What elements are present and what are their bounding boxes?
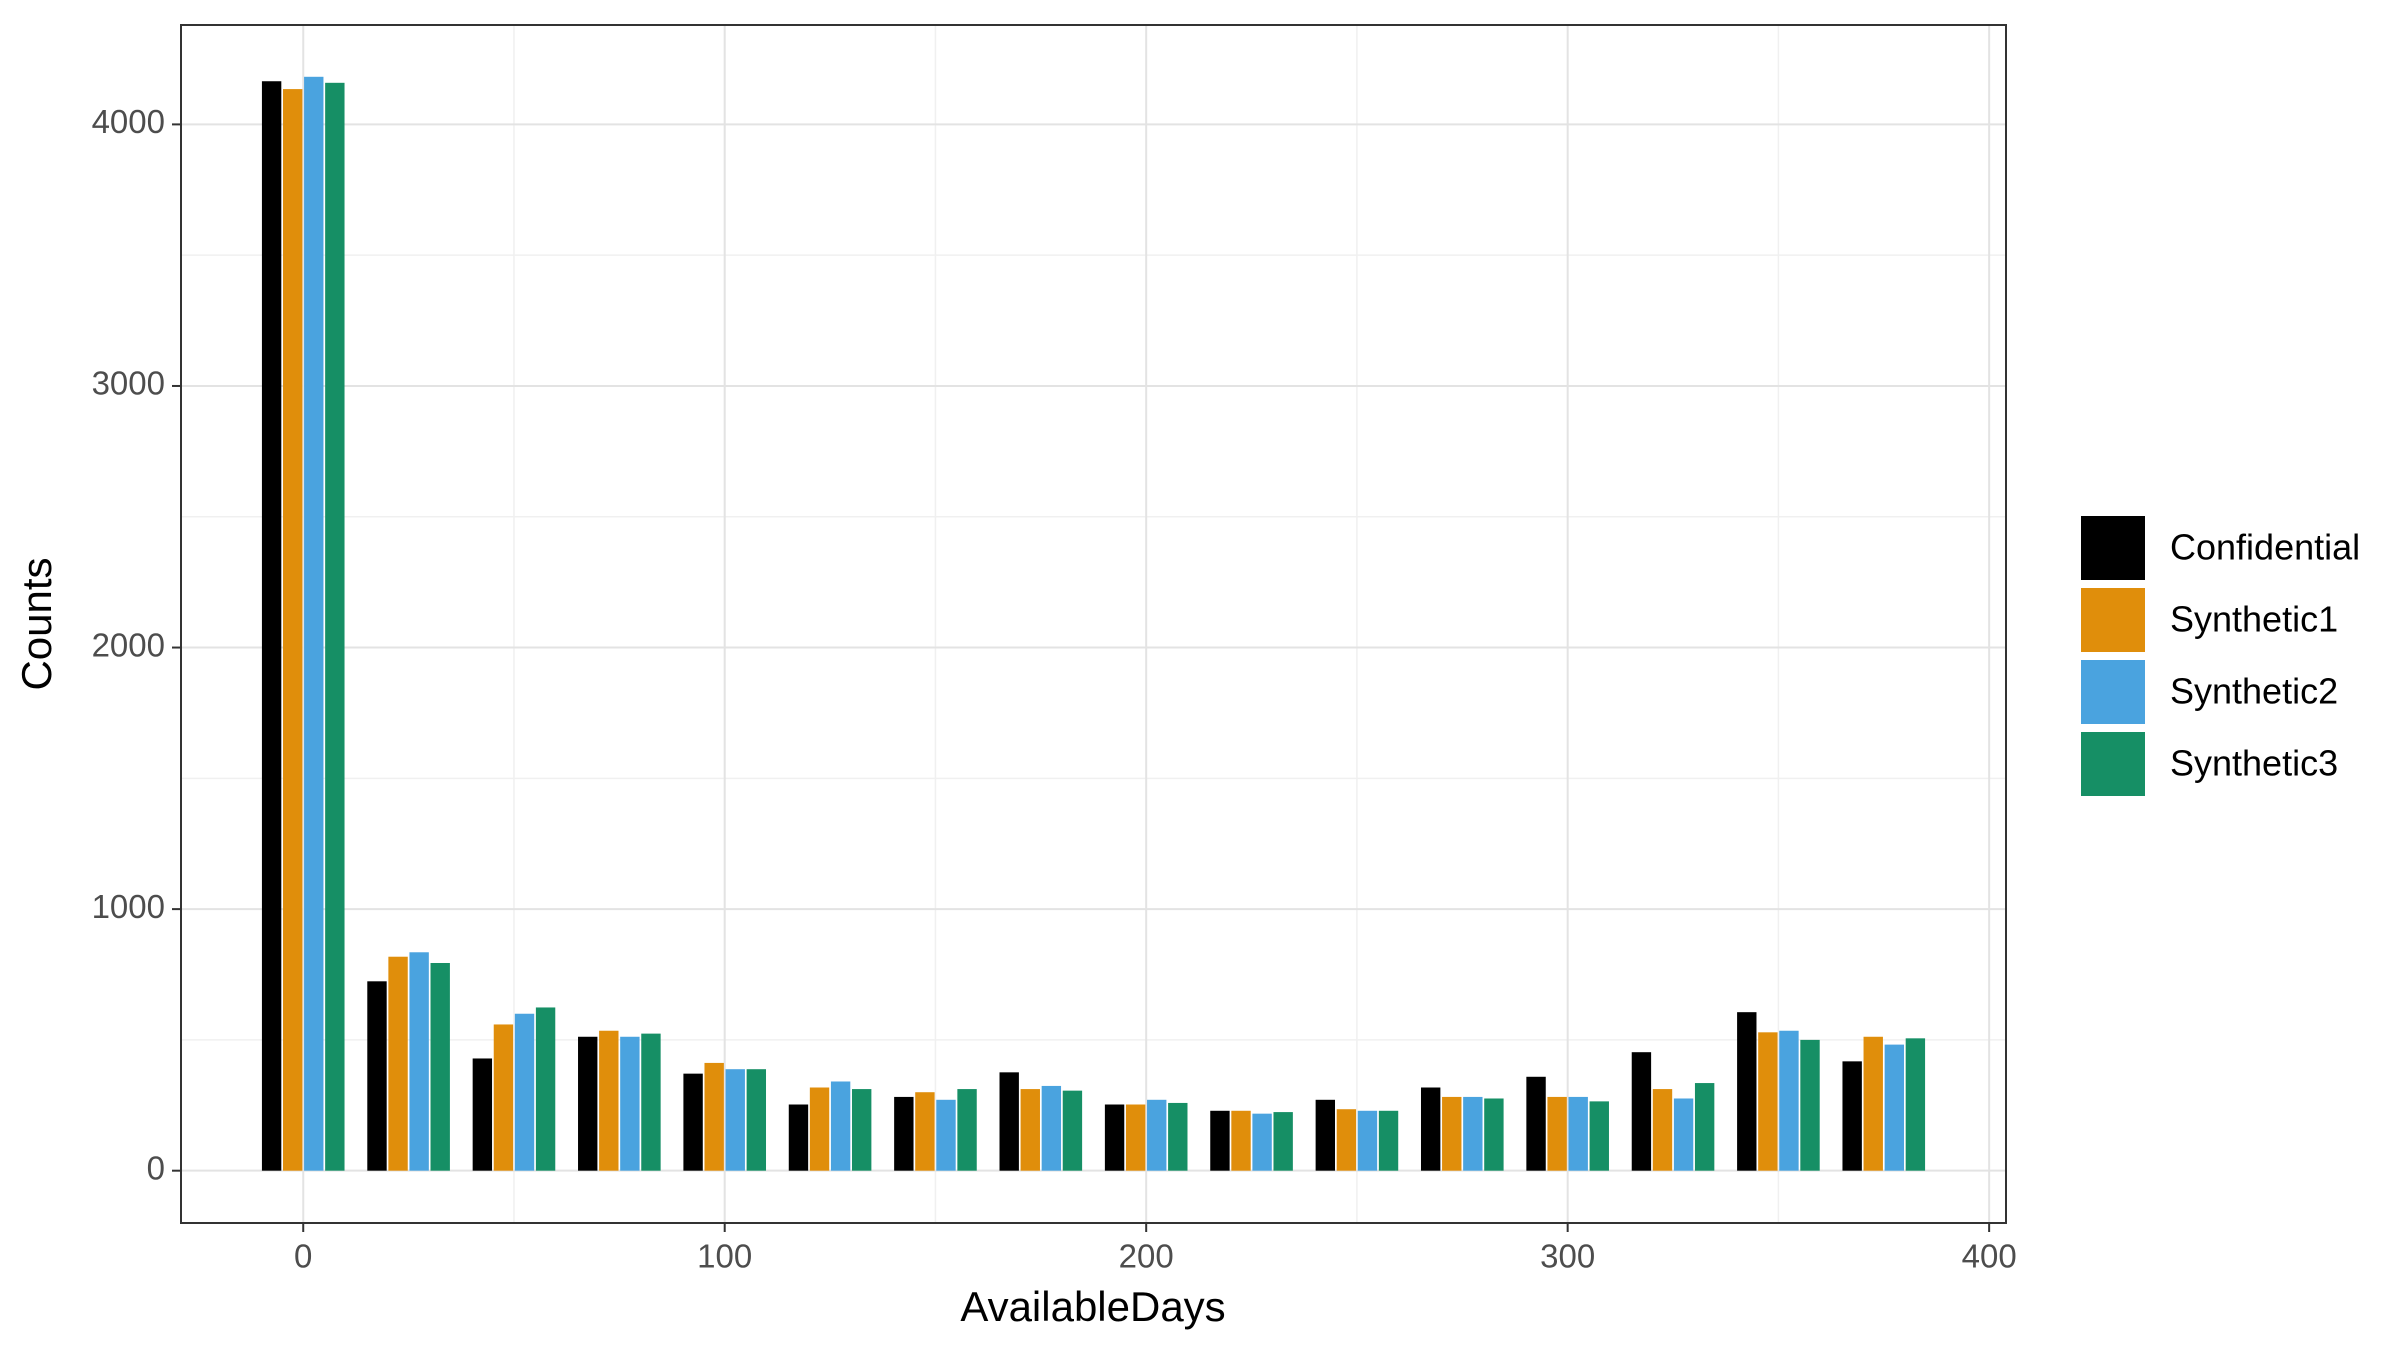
legend-key [2079,514,2147,582]
bar [1273,1112,1293,1171]
bar [1357,1110,1378,1171]
bar [1336,1109,1357,1171]
bar [1168,1102,1188,1171]
y-tick-label: 2000 [92,626,165,663]
bar [367,981,387,1171]
bar [809,1087,830,1171]
bar [894,1096,914,1171]
bar [1863,1036,1883,1171]
legend-key [2079,658,2147,726]
bar [1652,1089,1673,1171]
bar [704,1062,724,1171]
bar [282,89,303,1171]
bar [1547,1096,1567,1171]
x-tick-label: 200 [1119,1238,1174,1275]
bar [1631,1052,1652,1171]
bar [1737,1012,1757,1171]
bar [1442,1096,1462,1171]
plot-frame [180,24,2007,1224]
x-tick-label: 0 [294,1238,312,1275]
y-tick-label: 0 [147,1149,165,1186]
bar [388,956,408,1171]
legend-label: Synthetic1 [2170,599,2338,640]
bars [261,76,1926,1171]
bar [1526,1076,1546,1171]
y-tick-label: 3000 [92,365,165,402]
bar [851,1089,872,1171]
bar [599,1030,619,1171]
y-tick-label: 4000 [92,103,165,140]
bar [1673,1098,1694,1171]
legend-label: Confidential [2170,527,2360,568]
legend-label: Synthetic2 [2170,671,2338,712]
legend-key [2079,586,2147,654]
bar [1694,1083,1715,1171]
bar [1231,1110,1251,1171]
bar [1041,1085,1062,1171]
x-tick-label: 300 [1540,1238,1595,1275]
bar [725,1069,745,1171]
bar [999,1072,1019,1171]
bar [620,1036,640,1171]
bar [1463,1096,1483,1171]
bar [325,82,345,1171]
bar [1420,1087,1441,1171]
bar [1020,1089,1040,1171]
bar [493,1024,514,1171]
bar [1800,1039,1820,1171]
bar [1905,1038,1926,1171]
bar [641,1033,661,1171]
bar [1589,1101,1609,1171]
bar [578,1036,598,1171]
x-axis-title: AvailableDays [960,1283,1225,1330]
bar [1378,1110,1399,1171]
y-axis-title: Counts [13,557,60,690]
bar [304,76,324,1171]
bar [1758,1032,1778,1171]
bar [1842,1061,1862,1171]
bar [830,1081,851,1171]
bar [430,962,450,1171]
bar [1315,1099,1336,1171]
bar [472,1058,493,1171]
x-tick-label: 400 [1962,1238,2017,1275]
bar [409,952,429,1171]
bar [683,1073,703,1171]
bar [1062,1090,1083,1171]
bar [1484,1098,1504,1171]
bar [788,1104,809,1171]
y-tick-label: 1000 [92,888,165,925]
bar [1125,1104,1146,1171]
bar [1210,1110,1230,1171]
legend-label: Synthetic3 [2170,743,2338,784]
bar [1147,1099,1167,1171]
x-tick-label: 100 [697,1238,752,1275]
bar [915,1092,935,1171]
bar [261,81,282,1171]
bar [1779,1030,1799,1171]
bar [936,1099,956,1171]
bar [1884,1044,1905,1171]
bar [957,1089,977,1171]
bar [535,1007,556,1171]
bar [514,1013,535,1171]
bar [1568,1096,1588,1171]
legend-key [2079,730,2147,798]
bar [1252,1113,1272,1171]
bar [746,1069,767,1171]
bar [1104,1104,1125,1171]
